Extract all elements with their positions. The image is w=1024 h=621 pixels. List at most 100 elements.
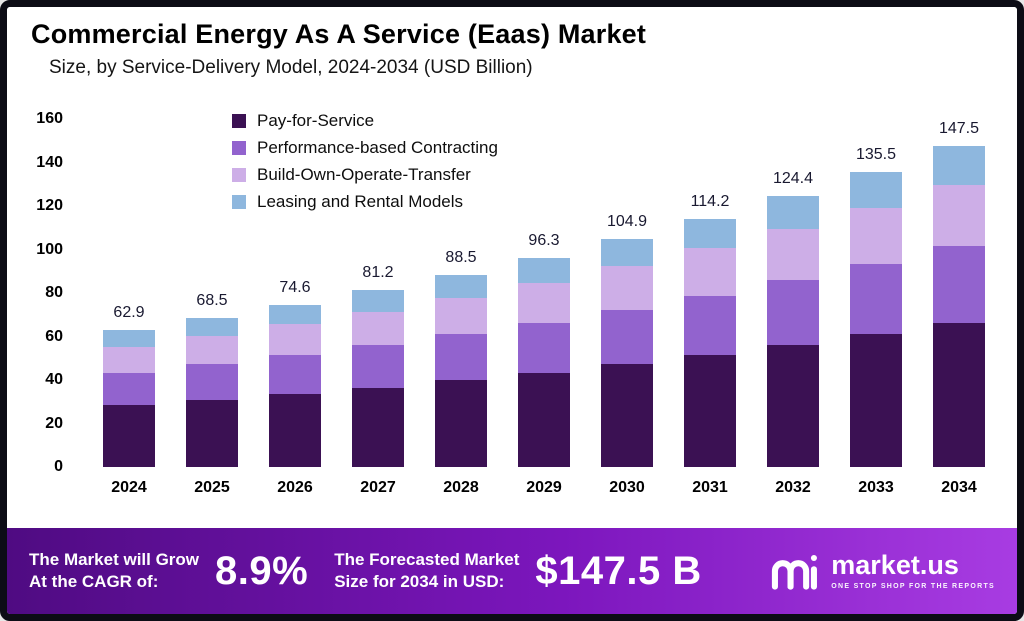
bar-segment-performance-based-contracting <box>518 322 570 373</box>
cagr-label: The Market will Grow At the CAGR of: <box>29 549 199 593</box>
bar-column-2027: 81.2 2027 <box>352 119 404 497</box>
bar-column-2029: 96.3 2029 <box>518 119 570 497</box>
bar-column-2030: 104.9 2030 <box>601 119 653 497</box>
bar-segment-pay-for-service <box>601 364 653 467</box>
x-axis-label: 2032 <box>775 479 811 496</box>
bar-segment-leasing-and-rental-models <box>767 196 819 229</box>
bar-segment-leasing-and-rental-models <box>103 330 155 347</box>
bar-total-label: 88.5 <box>445 248 477 266</box>
bar-segment-build-own-operate-transfer <box>435 297 487 335</box>
brand-tagline: ONE STOP SHOP FOR THE REPORTS <box>831 583 995 590</box>
bar-total-label: 68.5 <box>196 292 228 310</box>
bar-total-label: 147.5 <box>938 120 980 138</box>
bar-stack: 74.6 <box>269 119 321 467</box>
legend-label: Build-Own-Operate-Transfer <box>257 165 471 184</box>
bar-total-label: 124.4 <box>772 170 814 188</box>
forecast-label-line1: The Forecasted Market <box>334 549 520 569</box>
bar-segment-pay-for-service <box>186 400 238 467</box>
bar-column-2024: 62.9 2024 <box>103 119 155 497</box>
bar-segment-pay-for-service <box>518 372 570 467</box>
bar-segment-performance-based-contracting <box>269 355 321 394</box>
bar-segment-leasing-and-rental-models <box>435 274 487 298</box>
x-axis-label: 2025 <box>194 479 230 496</box>
x-axis-label: 2029 <box>526 479 562 496</box>
bar-segment-pay-for-service <box>767 345 819 467</box>
chart-panel: Commercial Energy As A Service (Eaas) Ma… <box>7 7 1017 528</box>
bar-segment-leasing-and-rental-models <box>601 238 653 267</box>
bar-segment-leasing-and-rental-models <box>269 304 321 325</box>
legend-swatch <box>232 114 246 128</box>
x-axis-label: 2030 <box>609 479 645 496</box>
y-axis-label: 120 <box>36 197 63 214</box>
legend-label: Performance-based Contracting <box>257 138 498 157</box>
bar-segment-build-own-operate-transfer <box>518 282 570 323</box>
bar-total-label: 96.3 <box>528 231 560 249</box>
legend-item: Pay-for-Service <box>232 111 498 131</box>
bar-segment-performance-based-contracting <box>103 372 155 406</box>
bar-segment-performance-based-contracting <box>933 245 985 323</box>
bar-segment-build-own-operate-transfer <box>352 311 404 346</box>
bar-segment-performance-based-contracting <box>767 280 819 346</box>
forecast-label-line2: Size for 2034 in USD: <box>334 572 505 591</box>
x-axis-label: 2031 <box>692 479 728 496</box>
forecast-value: $147.5 B <box>535 548 702 593</box>
bar-column-2031: 114.2 2031 <box>684 119 736 497</box>
bar-total-label: 135.5 <box>855 146 897 164</box>
bar-segment-build-own-operate-transfer <box>767 228 819 281</box>
cagr-label-line2: At the CAGR of: <box>29 572 159 591</box>
cagr-label-line1: The Market will Grow <box>29 549 200 569</box>
bar-segment-pay-for-service <box>850 334 902 467</box>
legend-label: Pay-for-Service <box>257 111 375 130</box>
legend-swatch <box>232 195 246 209</box>
bar-segment-leasing-and-rental-models <box>352 290 404 312</box>
y-axis-label: 160 <box>36 110 63 127</box>
bar-segment-build-own-operate-transfer <box>601 266 653 310</box>
bar-segment-build-own-operate-transfer <box>850 207 902 264</box>
bar-segment-performance-based-contracting <box>601 309 653 365</box>
plot-area: 62.9 2024 68.5 2025 74.6 2026 81.2 2027 88.5 2028… <box>89 119 999 497</box>
legend-label: Leasing and Rental Models <box>257 192 464 211</box>
brand: market.us ONE STOP SHOP FOR THE REPORTS <box>768 550 995 592</box>
x-axis-label: 2028 <box>443 479 479 496</box>
y-axis: 0 20 40 60 80 100 120 140 160 <box>7 110 75 475</box>
x-axis-label: 2033 <box>858 479 894 496</box>
bar-segment-performance-based-contracting <box>186 364 238 401</box>
legend-swatch <box>232 168 246 182</box>
footer-banner: The Market will Grow At the CAGR of: 8.9… <box>7 528 1017 614</box>
bar-segment-build-own-operate-transfer <box>186 336 238 365</box>
bar-segment-pay-for-service <box>352 387 404 467</box>
x-axis-label: 2024 <box>111 479 147 496</box>
legend-item: Performance-based Contracting <box>232 138 498 158</box>
y-axis-label: 140 <box>36 153 63 171</box>
y-axis-label: 0 <box>54 458 63 475</box>
bar-column-2026: 74.6 2026 <box>269 119 321 497</box>
bar-column-2028: 88.5 2028 <box>435 119 487 497</box>
bar-segment-pay-for-service <box>933 322 985 467</box>
bar-segment-leasing-and-rental-models <box>933 146 985 185</box>
bar-segment-pay-for-service <box>684 355 736 467</box>
bar-stack: 104.9 <box>601 119 653 467</box>
bar-stack: 88.5 <box>435 119 487 467</box>
bar-segment-build-own-operate-transfer <box>269 324 321 355</box>
bar-stack: 135.5 <box>850 119 902 467</box>
chart-legend: Pay-for-Service Performance-based Contrac… <box>232 111 498 219</box>
bar-stack: 96.3 <box>518 119 570 467</box>
stacked-bar-chart: Pay-for-Service Performance-based Contrac… <box>7 110 999 497</box>
bar-column-2034: 147.5 2034 <box>933 119 985 497</box>
bar-segment-performance-based-contracting <box>435 334 487 381</box>
cagr-value: 8.9% <box>215 548 309 593</box>
bar-segment-build-own-operate-transfer <box>103 346 155 373</box>
bar-total-label: 114.2 <box>690 192 730 210</box>
y-axis-label: 40 <box>45 371 63 388</box>
y-axis-label: 60 <box>45 327 63 345</box>
bar-segment-pay-for-service <box>435 380 487 467</box>
legend-item: Leasing and Rental Models <box>232 192 498 212</box>
bar-segment-performance-based-contracting <box>850 263 902 335</box>
chart-subtitle: Size, by Service-Delivery Model, 2024-20… <box>49 57 533 78</box>
bar-total-label: 81.2 <box>362 264 394 282</box>
x-axis-label: 2026 <box>277 479 313 496</box>
forecast-label: The Forecasted Market Size for 2034 in U… <box>334 549 519 593</box>
bar-total-label: 74.6 <box>279 278 311 296</box>
brand-text: market.us ONE STOP SHOP FOR THE REPORTS <box>831 552 995 591</box>
